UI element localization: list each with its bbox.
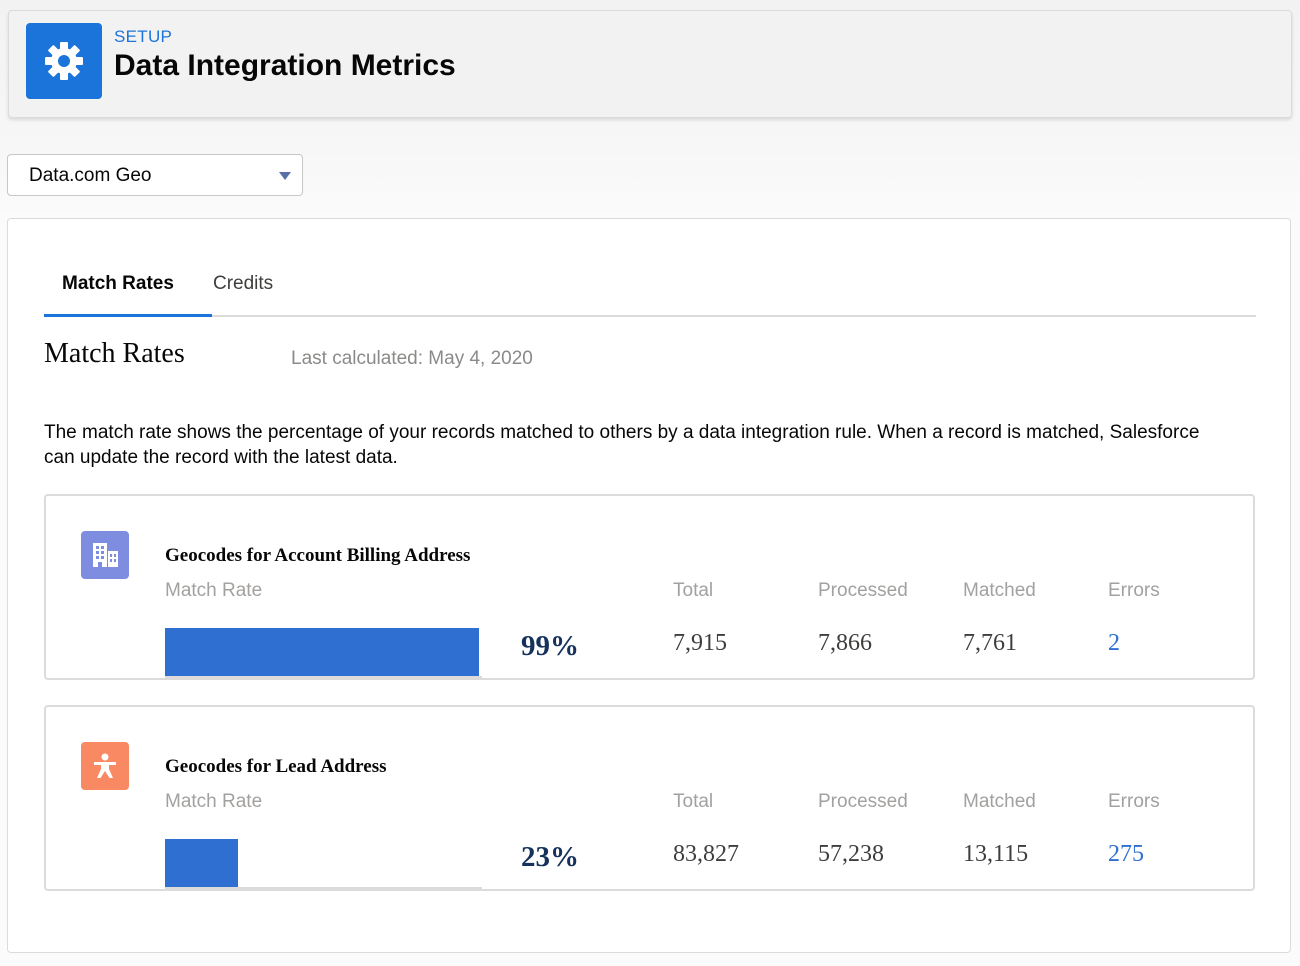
building-icon [81,531,129,579]
total-label: Total [673,580,714,601]
matched-value: 13,115 [963,841,1029,867]
select-value: Data.com Geo [29,165,152,186]
errors-label: Errors [1108,580,1160,601]
errors-value[interactable]: 2 [1108,630,1120,656]
match-rate-label: Match Rate [165,791,263,812]
rule-card: Geocodes for Lead Address Match Rate Tot… [44,705,1255,891]
matched-value: 7,761 [963,630,1017,656]
total-value: 7,915 [673,630,727,656]
errors-value[interactable]: 275 [1108,841,1144,867]
errors-label: Errors [1108,791,1160,812]
match-rate-label: Match Rate [165,580,263,601]
match-rate-bar [165,628,482,678]
tab-match-rates[interactable]: Match Rates [44,273,212,317]
processed-label: Processed [818,791,908,812]
last-calculated: Last calculated: May 4, 2020 [291,348,533,369]
section-description: The match rate shows the percentage of y… [44,422,1200,468]
matched-label: Matched [963,791,1036,812]
rule-card: Geocodes for Account Billing Address Mat… [44,494,1255,680]
match-rate-percent: 23% [521,841,579,873]
match-rate-bar-fill [165,839,238,887]
rule-title: Geocodes for Lead Address [165,756,387,777]
matched-label: Matched [963,580,1036,601]
processed-value: 7,866 [818,630,872,656]
processed-value: 57,238 [818,841,884,867]
tab-bar: Match Rates Credits [44,263,1256,317]
match-rate-bar-fill [165,628,479,676]
data-service-select[interactable]: Data.com Geo [7,154,303,196]
metrics-card: Match Rates Credits Match Rates Last cal… [7,218,1291,953]
tab-credits[interactable]: Credits [213,273,274,294]
total-label: Total [673,791,714,812]
processed-label: Processed [818,580,908,601]
total-value: 83,827 [673,841,739,867]
gear-icon [26,23,102,99]
match-rate-percent: 99% [521,630,579,662]
section-title: Match Rates [44,338,185,369]
page-header: SETUP Data Integration Metrics [8,10,1292,118]
page-title: Data Integration Metrics [114,49,456,82]
lead-person-icon [81,742,129,790]
header-eyebrow: SETUP [114,27,173,46]
match-rate-bar [165,839,482,889]
rule-title: Geocodes for Account Billing Address [165,545,471,566]
chevron-down-icon [279,172,291,180]
